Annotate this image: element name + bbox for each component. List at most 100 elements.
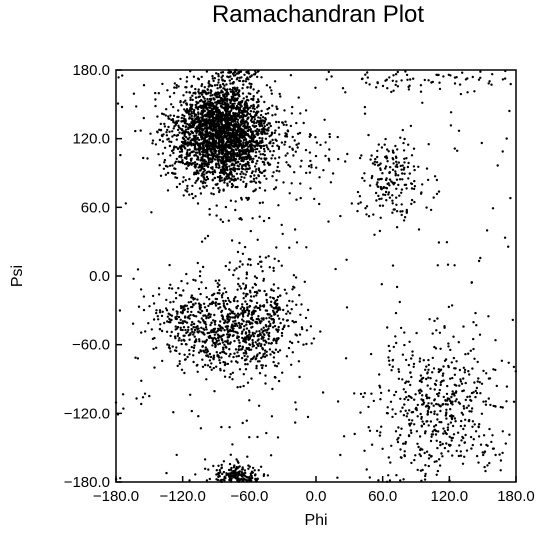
- data-point: [399, 210, 402, 213]
- data-point: [257, 116, 260, 119]
- data-point: [437, 458, 441, 461]
- data-point: [259, 260, 262, 263]
- data-point: [203, 164, 206, 168]
- data-point: [503, 77, 507, 80]
- data-point: [246, 307, 249, 311]
- data-point: [229, 373, 232, 376]
- data-point: [239, 178, 242, 181]
- data-point: [222, 87, 225, 90]
- data-point: [410, 375, 413, 379]
- data-point: [257, 174, 260, 177]
- data-point: [242, 97, 245, 100]
- data-point: [170, 140, 173, 144]
- data-point: [241, 309, 244, 312]
- data-point: [452, 433, 456, 436]
- data-point: [284, 120, 287, 123]
- data-point: [241, 252, 245, 255]
- data-point: [227, 342, 230, 345]
- data-point: [258, 180, 261, 183]
- data-point: [190, 130, 193, 133]
- data-point: [188, 349, 191, 352]
- data-point: [267, 325, 271, 328]
- data-point: [479, 256, 482, 260]
- data-point: [305, 342, 308, 346]
- data-point: [258, 306, 261, 310]
- data-point: [399, 433, 402, 437]
- data-point: [508, 109, 511, 113]
- data-point: [234, 93, 238, 96]
- data-point: [224, 299, 227, 303]
- data-point: [188, 338, 191, 341]
- data-point: [194, 148, 197, 151]
- data-point: [265, 298, 268, 302]
- data-point: [211, 172, 215, 176]
- data-point: [369, 158, 372, 161]
- data-point: [271, 138, 274, 142]
- data-point: [175, 310, 178, 313]
- data-point: [322, 169, 325, 172]
- data-point: [276, 144, 279, 147]
- data-point: [426, 413, 429, 416]
- data-point: [261, 364, 264, 367]
- data-point: [207, 100, 210, 103]
- data-point: [464, 353, 467, 356]
- data-point: [222, 292, 225, 295]
- data-point: [256, 306, 259, 310]
- data-point: [413, 185, 417, 188]
- data-point: [117, 76, 120, 79]
- data-point: [376, 181, 379, 184]
- data-point: [178, 294, 181, 297]
- data-point: [231, 378, 234, 381]
- data-point: [190, 294, 194, 297]
- data-point: [388, 196, 392, 199]
- data-point: [183, 108, 186, 111]
- data-point: [219, 118, 223, 121]
- data-point: [228, 474, 231, 478]
- data-point: [370, 176, 373, 180]
- data-point: [197, 112, 200, 116]
- data-point: [221, 149, 225, 153]
- data-point: [248, 289, 252, 292]
- data-point: [262, 474, 265, 478]
- data-point: [223, 84, 226, 87]
- data-point: [418, 453, 421, 456]
- data-point: [249, 360, 252, 363]
- data-point: [496, 164, 499, 167]
- data-point: [458, 83, 462, 86]
- data-point: [131, 322, 135, 325]
- data-point: [154, 91, 157, 95]
- data-point: [229, 328, 232, 332]
- data-point: [411, 354, 414, 357]
- data-point: [205, 309, 209, 313]
- data-point: [272, 360, 275, 364]
- data-point: [196, 143, 200, 147]
- data-point: [235, 458, 238, 461]
- data-point: [175, 185, 179, 189]
- data-point: [218, 324, 222, 328]
- data-point: [228, 318, 231, 321]
- data-point: [339, 453, 342, 457]
- data-point: [226, 339, 229, 342]
- data-point: [263, 125, 266, 128]
- data-point: [204, 340, 207, 343]
- data-point: [314, 154, 318, 158]
- data-point: [176, 325, 180, 329]
- data-point: [201, 344, 204, 348]
- data-point: [211, 171, 214, 174]
- data-point: [180, 140, 184, 144]
- data-point: [241, 99, 244, 103]
- data-point: [216, 327, 220, 330]
- data-point: [161, 152, 165, 155]
- data-point: [155, 309, 158, 312]
- data-point: [435, 402, 438, 406]
- data-point: [381, 447, 384, 450]
- data-point: [191, 98, 194, 102]
- data-point: [299, 313, 302, 316]
- data-point: [203, 114, 207, 117]
- data-point: [212, 128, 215, 131]
- data-point: [390, 444, 393, 447]
- data-point: [401, 406, 404, 409]
- data-point: [150, 328, 153, 331]
- data-point: [222, 144, 225, 148]
- data-point: [234, 124, 238, 128]
